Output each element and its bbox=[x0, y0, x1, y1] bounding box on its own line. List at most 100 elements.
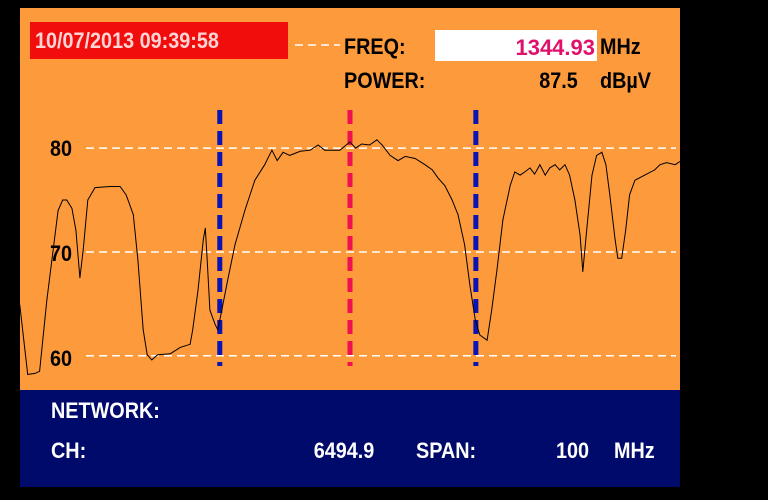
freq-unit: MHz bbox=[600, 34, 641, 59]
trace-point bbox=[23, 339, 25, 341]
trace-point bbox=[554, 164, 556, 166]
trace-point bbox=[605, 164, 607, 166]
spectrum-trace bbox=[19, 139, 681, 375]
y-tick-label: 80 bbox=[50, 136, 73, 161]
trace-point bbox=[634, 179, 636, 181]
trace-point bbox=[142, 329, 144, 331]
trace-point bbox=[214, 324, 216, 326]
trace-point bbox=[621, 257, 623, 259]
trace-point bbox=[309, 149, 311, 151]
trace-point bbox=[66, 199, 68, 201]
trace-point bbox=[217, 329, 219, 331]
trace-point bbox=[62, 199, 64, 201]
span-label: SPAN: bbox=[416, 438, 477, 463]
trace-point bbox=[389, 155, 391, 156]
trace-point bbox=[397, 160, 399, 161]
trace-point bbox=[209, 309, 211, 311]
trace-point bbox=[71, 207, 73, 209]
trace-point bbox=[197, 289, 199, 291]
trace-point bbox=[457, 214, 459, 215]
trace-point bbox=[271, 149, 273, 151]
trace-point bbox=[502, 219, 504, 221]
trace-point bbox=[569, 174, 570, 176]
trace-point bbox=[206, 259, 208, 261]
trace-point bbox=[355, 147, 357, 149]
span-value: 100 bbox=[556, 438, 590, 463]
trace-point bbox=[544, 174, 546, 176]
trace-point bbox=[234, 244, 236, 246]
trace-point bbox=[524, 171, 526, 173]
trace-point bbox=[529, 167, 531, 169]
trace-point bbox=[146, 354, 148, 356]
trace-point bbox=[404, 156, 406, 157]
trace-point bbox=[46, 299, 48, 301]
trace-point bbox=[349, 141, 351, 143]
trace-point bbox=[414, 158, 416, 159]
trace-point bbox=[282, 151, 284, 153]
trace-point bbox=[437, 177, 439, 179]
trace-point bbox=[559, 169, 561, 171]
trace-point bbox=[179, 347, 181, 348]
trace-point bbox=[264, 164, 266, 166]
trace-point bbox=[474, 319, 476, 320]
trace-point bbox=[169, 353, 171, 355]
trace-point bbox=[654, 169, 656, 171]
trace-point bbox=[276, 160, 278, 161]
freq-input[interactable]: 1344.93 bbox=[435, 30, 597, 61]
trace-point bbox=[514, 171, 516, 173]
trace-point bbox=[609, 194, 611, 196]
trace-point bbox=[666, 162, 668, 164]
trace-point bbox=[629, 194, 631, 196]
trace-point bbox=[339, 149, 341, 151]
trace-point bbox=[125, 194, 127, 196]
trace-point bbox=[519, 174, 521, 176]
power-unit: dBµV bbox=[600, 68, 652, 93]
trace-point bbox=[79, 277, 81, 279]
timestamp: 10/07/2013 09:39:58 bbox=[35, 28, 219, 53]
timestamp-box: 10/07/2013 09:39:58 bbox=[30, 22, 288, 59]
trace-point bbox=[202, 239, 204, 240]
trace-point bbox=[444, 185, 446, 186]
trace-point bbox=[151, 359, 153, 361]
trace-point bbox=[299, 150, 301, 152]
channel-label: CH: bbox=[51, 438, 87, 463]
span-unit: MHz bbox=[614, 438, 655, 463]
trace-point bbox=[679, 161, 681, 163]
trace-point bbox=[644, 174, 646, 176]
trace-point bbox=[34, 372, 36, 374]
trace-point bbox=[157, 354, 159, 356]
trace-point bbox=[39, 370, 41, 372]
trace-point bbox=[376, 139, 378, 141]
trace-point bbox=[94, 187, 96, 188]
trace-point bbox=[189, 343, 191, 345]
freq-value: 1344.93 bbox=[515, 35, 595, 60]
trace-point bbox=[496, 269, 498, 270]
trace-point bbox=[369, 144, 371, 146]
trace-point bbox=[625, 229, 627, 231]
trace-point bbox=[564, 164, 566, 166]
trace-point bbox=[451, 199, 453, 201]
trace-point bbox=[109, 186, 111, 187]
freq-label: FREQ: bbox=[344, 34, 406, 59]
y-tick-label: 60 bbox=[50, 346, 73, 371]
trace-point bbox=[19, 304, 21, 306]
trace-point bbox=[57, 210, 59, 211]
trace-point bbox=[204, 227, 206, 229]
info-panel bbox=[20, 390, 680, 487]
trace-point bbox=[574, 199, 576, 201]
trace-point bbox=[617, 257, 619, 259]
trace-point bbox=[119, 186, 121, 187]
trace-point bbox=[601, 151, 603, 153]
trace-point bbox=[381, 144, 383, 146]
trace-point bbox=[361, 143, 363, 145]
trace-point bbox=[469, 284, 471, 286]
trace-point bbox=[509, 185, 511, 186]
trace-point bbox=[534, 173, 536, 175]
trace-point bbox=[317, 144, 319, 146]
trace-point bbox=[82, 249, 84, 251]
trace-point bbox=[27, 374, 29, 375]
trace-point bbox=[227, 279, 229, 281]
trace-point bbox=[132, 214, 134, 215]
y-tick-label: 70 bbox=[50, 241, 73, 266]
trace-point bbox=[464, 244, 466, 246]
